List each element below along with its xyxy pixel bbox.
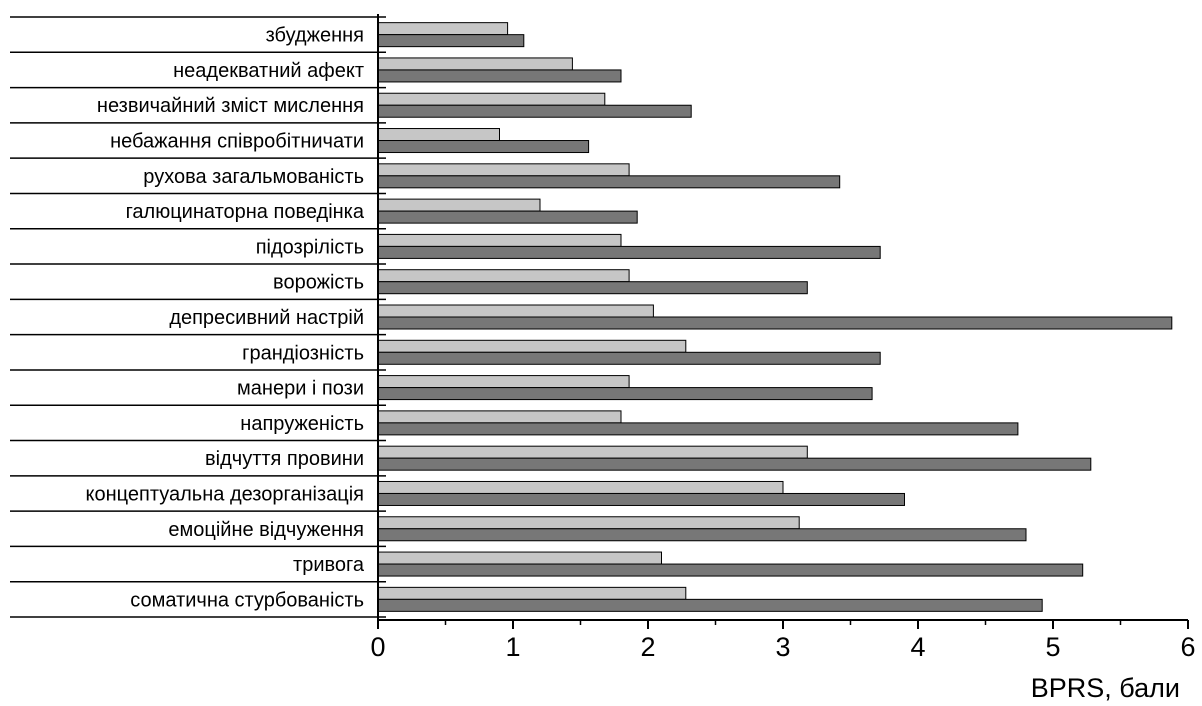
category-label: концептуальна дезорганізація [86, 483, 364, 505]
x-tick-label: 4 [910, 632, 925, 662]
category-label: напруженість [240, 413, 364, 435]
category-label: грандіозність [242, 342, 364, 364]
bar-series-1 [377, 233, 622, 247]
bar-series-1 [377, 410, 622, 424]
bar-series-2 [377, 34, 525, 48]
category-label: рухова загальмованість [143, 166, 364, 188]
bar-series-2 [377, 422, 1019, 436]
bar-series-2 [377, 528, 1027, 542]
x-axis-title: BPRS, бали [1031, 673, 1180, 703]
bar-series-2 [377, 69, 622, 83]
category-label: емоційне відчуження [168, 519, 364, 541]
category-label: соматична стурбованість [130, 589, 364, 611]
category-labels: збудження неадекватний афект незвичайний з… [86, 25, 365, 612]
category-label: небажання співробітничати [110, 131, 364, 153]
bar-series-2 [377, 492, 905, 506]
bar-series-1 [377, 57, 573, 71]
x-tick-label: 3 [775, 632, 790, 662]
bar-series-1 [377, 269, 630, 283]
bar-series-2 [377, 210, 638, 224]
category-label: тривога [293, 554, 365, 576]
bar-series-2 [377, 387, 873, 401]
bar-series-2 [377, 104, 692, 118]
category-label: неадекватний афект [173, 60, 364, 82]
category-label: галюцинаторна поведінка [126, 201, 365, 223]
bar-series-1 [377, 304, 654, 318]
bar-series-2 [377, 140, 590, 154]
bar-series-1 [377, 551, 662, 565]
category-row-lines [10, 16, 386, 618]
x-tick-label: 6 [1180, 632, 1195, 662]
bar-series-1 [377, 445, 808, 459]
x-tick-label: 2 [640, 632, 655, 662]
x-tick-label: 5 [1045, 632, 1060, 662]
bar-series-2 [377, 351, 881, 365]
bar-series-2 [377, 563, 1084, 577]
bar-series-1 [377, 92, 606, 106]
x-tick-label: 1 [505, 632, 520, 662]
bar-series-1 [377, 480, 784, 494]
bar-series-1 [377, 375, 630, 389]
category-label: відчуття провини [205, 448, 364, 470]
bar-series-2 [377, 245, 881, 259]
x-tick-label: 0 [370, 632, 385, 662]
bar-series-1 [377, 586, 687, 600]
bar-series-2 [377, 316, 1173, 330]
bar-series-1 [377, 128, 500, 142]
bar-series-1 [377, 198, 541, 212]
bar-series-2 [377, 457, 1092, 471]
category-label: депресивний настрій [169, 307, 364, 329]
category-label: манери і пози [237, 378, 364, 400]
category-label: ворожість [273, 272, 364, 294]
bar-series-1 [377, 339, 687, 353]
bar-series-1 [377, 22, 509, 36]
bar-series-2 [377, 598, 1043, 612]
bar-series-2 [377, 281, 808, 295]
category-label: збудження [266, 25, 364, 47]
x-ticks: 0 1 2 3 4 5 6 [370, 620, 1196, 662]
category-label: підозрілість [256, 236, 364, 258]
bar-series-1 [377, 163, 630, 177]
bar-series-2 [377, 175, 841, 189]
category-label: незвичайний зміст мислення [97, 95, 364, 117]
bar-series-1 [377, 516, 800, 530]
bars-group [377, 22, 1173, 612]
